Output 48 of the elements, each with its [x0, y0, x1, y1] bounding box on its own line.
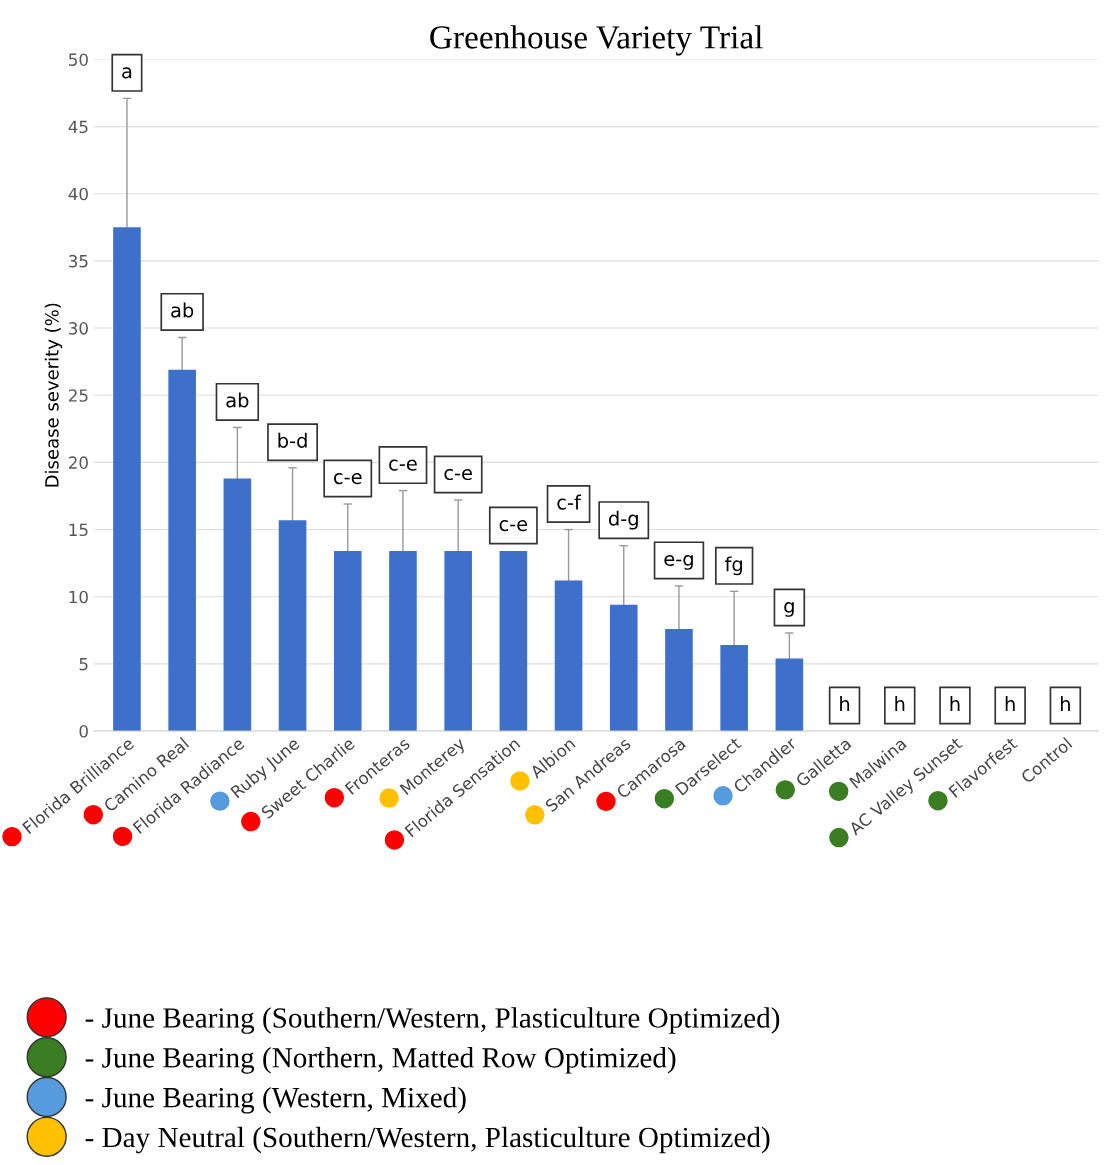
annotation: c-f	[557, 494, 582, 510]
bar	[444, 551, 472, 732]
bar	[333, 551, 362, 732]
bar	[665, 628, 693, 732]
y-tick-label: 5	[79, 658, 88, 671]
legend-label: - Day Neutral (Southern/Western, Plasticulture Optimized)	[85, 1126, 770, 1154]
y-axis-title: Disease severity (%)	[44, 303, 63, 487]
bar	[389, 551, 417, 732]
annotation: c-e	[444, 468, 472, 481]
bar	[499, 551, 528, 732]
y-tick-label: 0	[79, 725, 88, 738]
y-tick-label: 25	[68, 389, 88, 402]
annotation: b-d	[278, 432, 307, 448]
legend-label: - June Bearing (Northern, Matted Row Optimized)	[85, 1047, 676, 1074]
annotation: c-e	[499, 520, 528, 532]
annotation: h	[950, 696, 960, 711]
bar	[278, 520, 307, 732]
legend-label: - June Bearing (Western, Mixed)	[85, 1086, 466, 1114]
annotation: fg	[725, 556, 742, 576]
annotation: a	[122, 67, 132, 79]
y-tick-label: 50	[69, 53, 88, 66]
y-tick-label: 45	[68, 120, 88, 134]
bar	[720, 645, 748, 732]
bar	[113, 227, 141, 732]
annotation: h	[1005, 696, 1015, 711]
y-tick-label: 10	[69, 590, 88, 604]
annotation: ab	[171, 302, 194, 318]
annotation: ab	[226, 392, 249, 408]
annotation: h	[895, 696, 905, 711]
bar	[609, 604, 638, 732]
bar	[168, 369, 196, 732]
legend-label: - June Bearing (Southern/Western, Plasticulture Optimized)	[85, 1007, 780, 1034]
annotation: e-g	[664, 554, 693, 570]
bar	[223, 478, 252, 732]
annotation: c-e	[334, 472, 362, 485]
bar	[554, 580, 583, 732]
y-tick-label: 30	[69, 322, 88, 335]
chart-title: Greenhouse Variety Trial	[430, 25, 763, 56]
bar	[775, 658, 804, 732]
y-tick-label: 15	[69, 523, 88, 537]
y-tick-label: 35	[69, 254, 88, 268]
annotation: g	[784, 601, 794, 617]
y-tick-label: 20	[68, 456, 88, 469]
annotation: h	[1060, 696, 1070, 711]
y-tick-label: 40	[68, 187, 88, 201]
annotation: c-e	[389, 459, 417, 471]
annotation: d-g	[608, 510, 638, 530]
annotation: h	[840, 696, 850, 711]
